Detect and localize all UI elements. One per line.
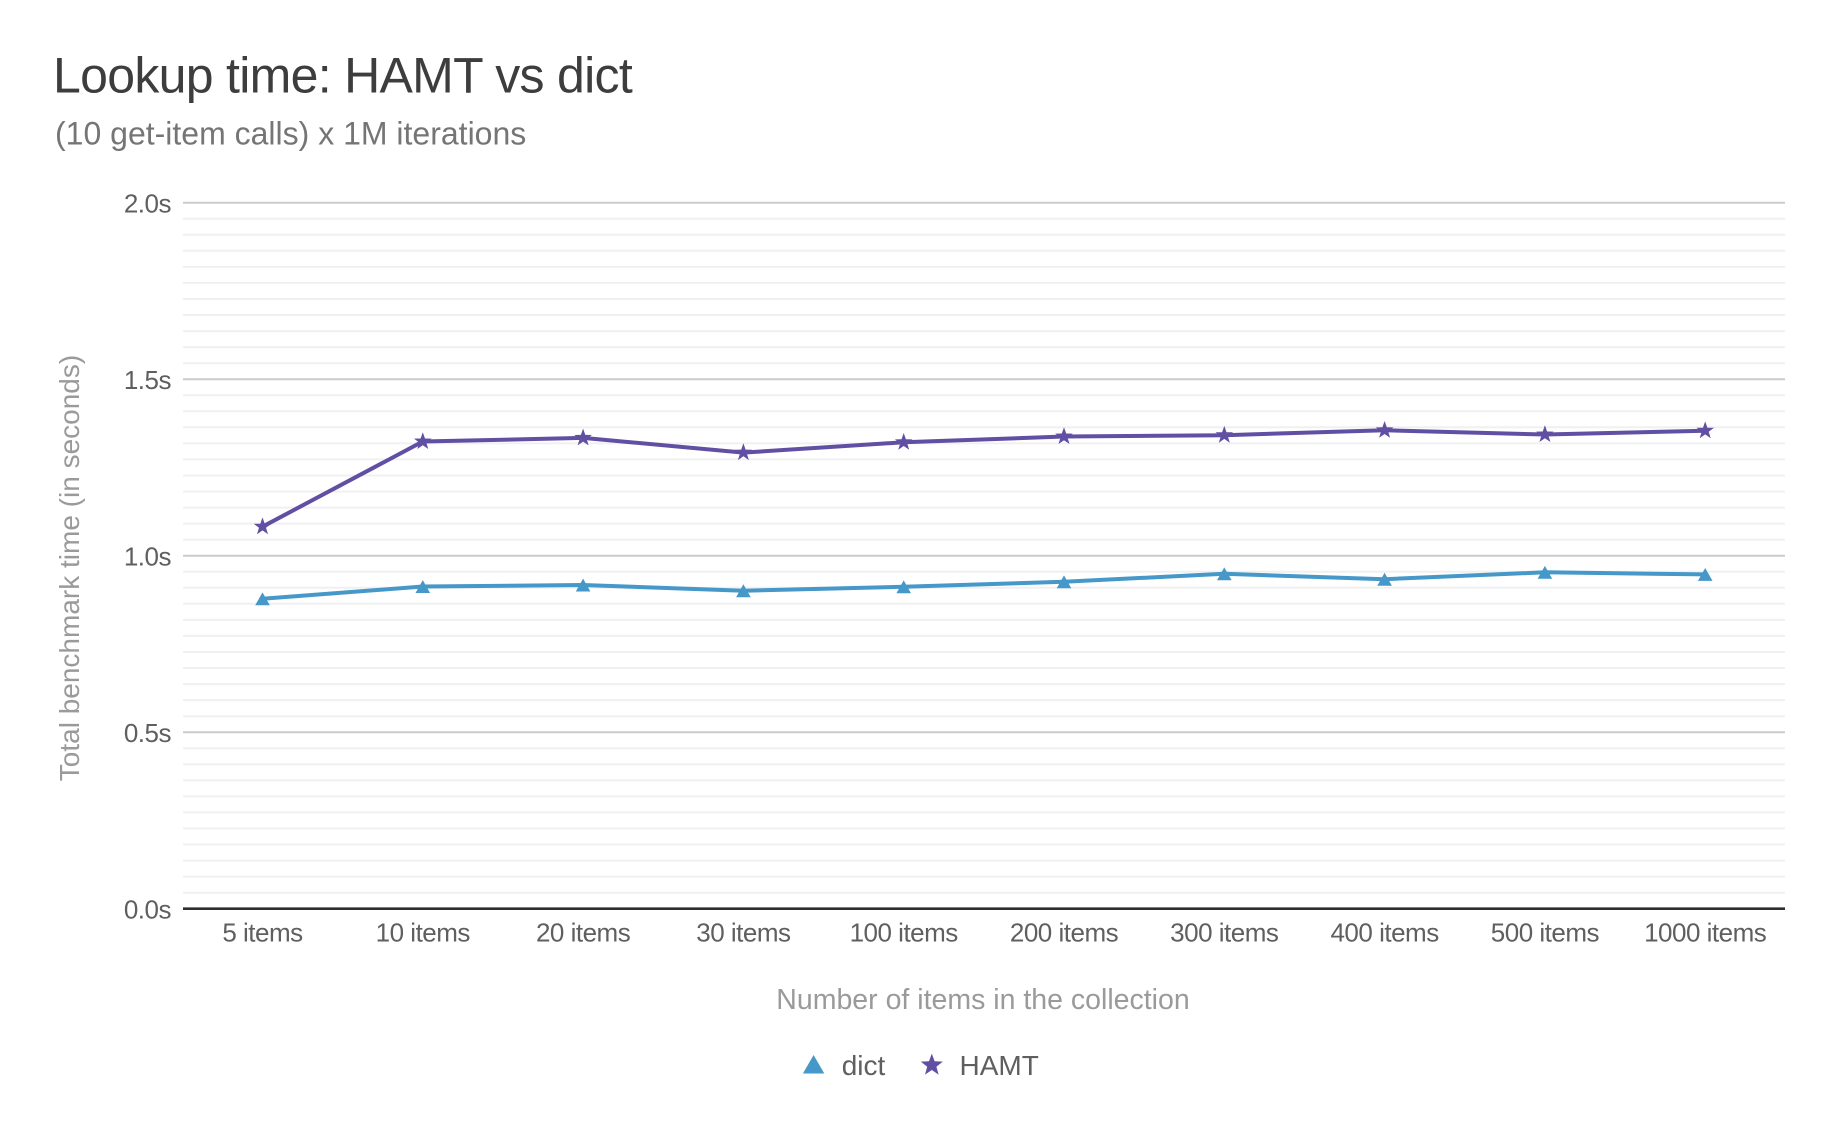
svg-text:1.0s: 1.0s [124,541,172,571]
svg-text:0.5s: 0.5s [124,718,172,748]
svg-text:200 items: 200 items [1010,918,1119,948]
svg-text:400 items: 400 items [1330,918,1439,948]
svg-text:20 items: 20 items [536,918,631,948]
svg-text:0.0s: 0.0s [124,894,172,924]
svg-text:dict: dict [842,1050,886,1081]
svg-text:10 items: 10 items [376,918,471,948]
svg-text:HAMT: HAMT [960,1050,1039,1081]
svg-text:1000 items: 1000 items [1644,918,1767,948]
svg-text:Number of items in the collect: Number of items in the collection [776,984,1189,1016]
svg-text:5 items: 5 items [222,918,303,948]
svg-text:300 items: 300 items [1170,918,1279,948]
svg-text:100 items: 100 items [850,918,959,948]
svg-text:500 items: 500 items [1491,918,1600,948]
svg-text:(10 get-item calls) x 1M itera: (10 get-item calls) x 1M iterations [55,115,526,151]
svg-text:1.5s: 1.5s [124,365,172,395]
svg-text:30 items: 30 items [696,918,791,948]
svg-text:Lookup time: HAMT vs dict: Lookup time: HAMT vs dict [53,48,633,104]
svg-text:2.0s: 2.0s [124,188,172,218]
svg-text:Total benchmark time (in secon: Total benchmark time (in seconds) [54,355,85,781]
